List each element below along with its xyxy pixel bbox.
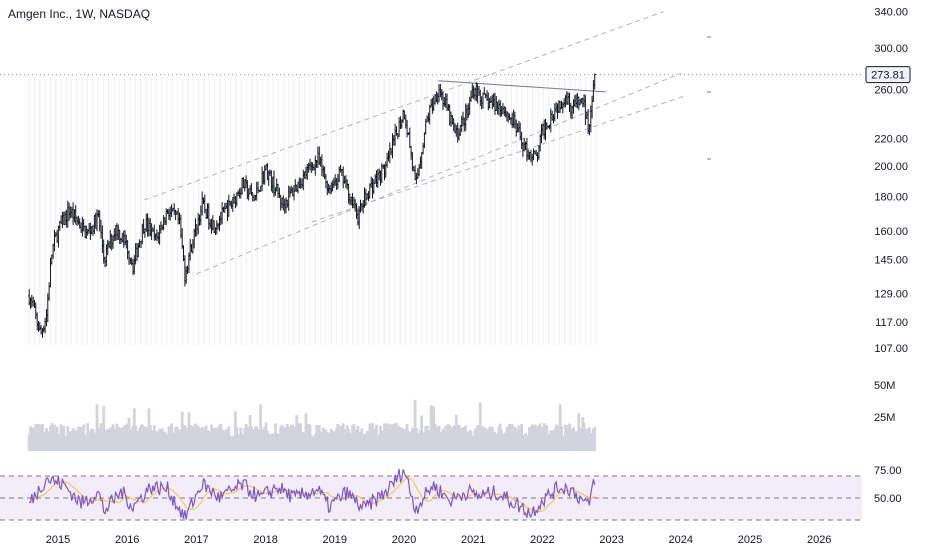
time-tick-label: 2015: [46, 534, 70, 546]
price-pane-background: [0, 74, 862, 345]
price-axis: 340.00 300.00 260.00 220.00 200.00 180.00 160.…: [707, 7, 908, 505]
time-tick-label: 2019: [323, 534, 347, 546]
volume-bar: [420, 415, 424, 451]
volume-bar: [199, 428, 203, 451]
volume-bar: [424, 426, 428, 451]
price-candles: [27, 73, 596, 338]
volume-tick-label: 25M: [874, 412, 895, 424]
volume-bar: [506, 426, 510, 451]
price-tick-label: 160.00: [874, 226, 908, 238]
trendline: [144, 11, 664, 201]
last-price-box: [865, 66, 911, 84]
price-tick-label: 180.00: [874, 192, 908, 204]
last-price-marker: 273.81: [865, 66, 911, 84]
volume-bar: [478, 402, 482, 451]
rsi-tick-label: 50.00: [874, 493, 902, 505]
volume-bar: [95, 404, 99, 451]
time-tick-label: 2016: [115, 534, 139, 546]
volume-bar: [207, 430, 211, 451]
rsi-line: [29, 468, 596, 520]
chart-title: Amgen Inc., 1W, NASDAQ: [8, 7, 151, 21]
time-axis: 2015 2016 2017 2018 2019 2020 2021 2022 2023 2024…: [46, 534, 832, 546]
time-tick-label: 2020: [392, 534, 416, 546]
trendline: [438, 80, 606, 93]
volume-bar: [259, 404, 263, 451]
rsi-band: [0, 476, 862, 520]
volume-bar: [413, 399, 417, 451]
volume-bar: [514, 436, 518, 451]
price-tick-label: 340.00: [874, 7, 908, 19]
trendline: [311, 94, 687, 223]
volume-bar: [337, 430, 341, 451]
rsi-pane: [0, 468, 862, 521]
time-tick-label: 2026: [807, 534, 831, 546]
volume-tick-label: 50M: [874, 380, 895, 392]
volume-bar: [203, 429, 207, 451]
time-tick-label: 2025: [738, 534, 762, 546]
volume-bar: [432, 406, 436, 451]
price-tick-label: 107.00: [874, 343, 908, 355]
time-tick-label: 2024: [669, 534, 693, 546]
price-tick-label: 117.00: [875, 317, 908, 329]
volume-bars: [27, 399, 597, 451]
volume-bar: [428, 430, 432, 451]
last-price-label: 273.81: [871, 70, 905, 82]
time-tick-label: 2023: [599, 534, 623, 546]
trendline: [196, 72, 681, 275]
volume-bar: [341, 423, 345, 451]
time-tick-label: 2022: [530, 534, 554, 546]
price-tick-label: 129.00: [874, 289, 908, 301]
volume-bar: [345, 425, 349, 451]
volume-bar: [510, 423, 514, 451]
price-tick-label: 200.00: [874, 161, 908, 173]
price-tick-label: 260.00: [874, 85, 908, 97]
time-tick-label: 2021: [461, 534, 485, 546]
volume-bar: [593, 426, 597, 451]
volume-bar: [195, 430, 199, 451]
price-tick-label: 300.00: [874, 43, 908, 55]
volume-bar: [518, 427, 522, 451]
rsi-ma-line: [29, 477, 595, 513]
time-tick-label: 2018: [253, 534, 277, 546]
rsi-tick-label: 75.00: [874, 465, 902, 477]
time-tick-label: 2017: [184, 534, 208, 546]
price-tick-label: 145.00: [874, 255, 908, 267]
trendlines: [144, 11, 687, 275]
volume-bar: [333, 431, 337, 451]
volume-bar: [102, 406, 106, 451]
price-tick-label: 220.00: [874, 133, 908, 145]
